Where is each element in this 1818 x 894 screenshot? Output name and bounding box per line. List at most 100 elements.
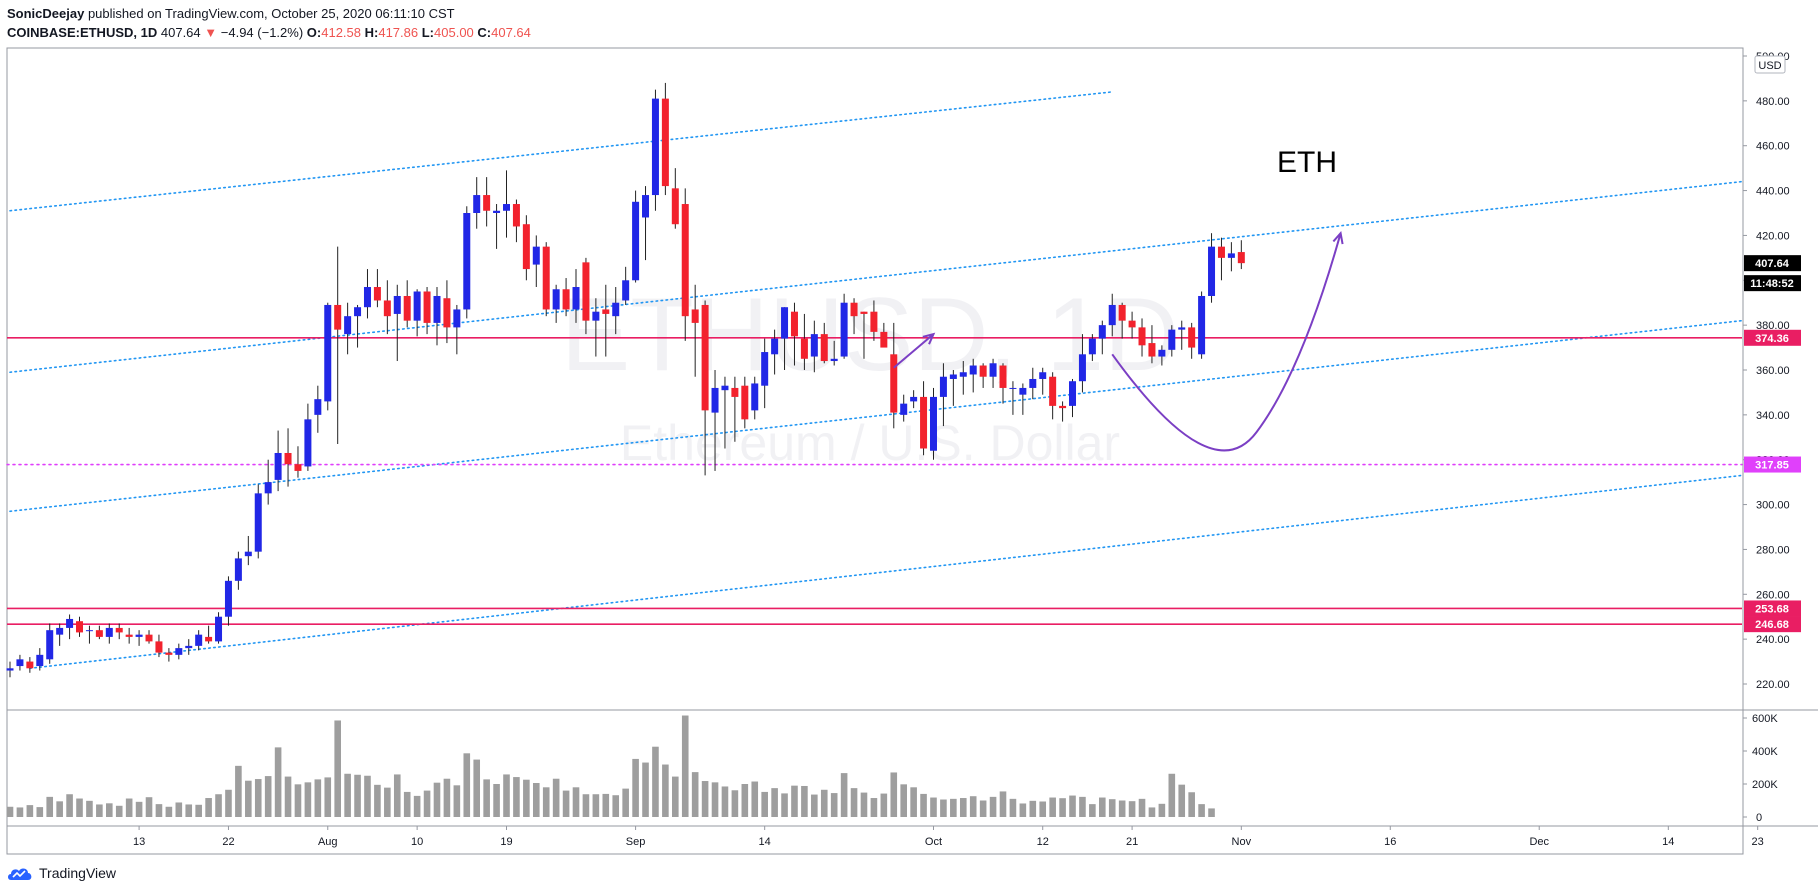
candle-up xyxy=(185,645,193,649)
volume-bar xyxy=(830,793,838,817)
price-tick-label: 240.00 xyxy=(1756,634,1790,646)
volume-bar xyxy=(681,715,689,817)
volume-bar xyxy=(334,720,341,817)
eth-annotation[interactable]: ETH xyxy=(1277,146,1337,179)
projection-arrows xyxy=(893,230,1344,452)
price-tick-label: 260.00 xyxy=(1756,589,1790,601)
volume-bar xyxy=(741,784,749,817)
candle-down xyxy=(1237,252,1245,264)
price-axis[interactable]: 500.00480.00460.00440.00420.00400.00380.… xyxy=(1743,51,1790,691)
candle-up xyxy=(900,403,908,415)
candle-up xyxy=(274,452,282,480)
price-label-box xyxy=(1744,329,1801,346)
volume-bar xyxy=(1019,803,1027,817)
candle-up xyxy=(175,648,183,655)
last-price: 407.64 xyxy=(160,25,201,40)
candle-down xyxy=(741,385,749,420)
volume-bar xyxy=(185,804,193,817)
volume-bar xyxy=(1188,792,1195,817)
candle-up xyxy=(46,630,54,660)
volume-bar xyxy=(1089,804,1096,817)
volume-bar xyxy=(1069,795,1076,817)
volume-tick-label: 400K xyxy=(1752,746,1778,758)
candle-down xyxy=(860,311,868,314)
candle-up xyxy=(642,195,650,218)
high-value: 417.86 xyxy=(378,25,419,40)
volume-bar xyxy=(254,779,262,817)
candle-down xyxy=(1188,327,1196,348)
volume-bar xyxy=(1208,808,1215,817)
candle-up xyxy=(105,627,113,637)
candle-up xyxy=(532,246,540,265)
tradingview-cloud-icon xyxy=(8,868,32,880)
candle-up xyxy=(959,372,967,377)
volume-bar xyxy=(1039,801,1047,817)
time-tick-label: 19 xyxy=(500,836,512,848)
volume-bar xyxy=(999,791,1007,817)
candle-up xyxy=(1198,295,1206,355)
volume-bar xyxy=(165,806,173,817)
price-tick-label: 460.00 xyxy=(1756,141,1790,153)
time-tick-label: Sep xyxy=(626,836,646,848)
time-tick-label: 14 xyxy=(759,836,771,848)
candle-up xyxy=(949,374,957,379)
volume-bar xyxy=(622,788,629,817)
candle-down xyxy=(1128,320,1136,328)
candle-up xyxy=(1158,349,1166,357)
candle-up xyxy=(761,352,769,386)
price-tick-label: 420.00 xyxy=(1756,230,1790,242)
author-name[interactable]: SonicDeejay xyxy=(7,6,85,21)
volume-bar xyxy=(1198,804,1205,817)
volume-bar xyxy=(890,772,898,817)
volume-bar xyxy=(413,795,421,817)
candle-down xyxy=(383,300,391,317)
candle-up xyxy=(304,419,312,467)
time-axis[interactable]: 13 22 Aug 10 19 Sep 14 Oct 12 21 Nov 16 Dec 14 23 xyxy=(133,826,1764,848)
candle-down xyxy=(701,304,709,411)
currency-label: USD xyxy=(1758,60,1781,72)
candle-up xyxy=(830,358,838,362)
candle-up xyxy=(493,210,501,213)
candle-down xyxy=(999,365,1007,388)
price-change: −4.94 (−1.2%) xyxy=(220,25,304,40)
price-label-box xyxy=(1744,600,1801,617)
candle-down xyxy=(790,311,798,337)
volume-bar xyxy=(433,782,441,817)
candle-up xyxy=(1029,378,1037,388)
volume-bar xyxy=(791,785,798,817)
volume-bar xyxy=(602,793,610,817)
volume-bar xyxy=(930,797,937,817)
candle-down xyxy=(294,464,302,471)
candle-up xyxy=(244,551,252,557)
price-label-box xyxy=(1744,275,1801,292)
volume-bar xyxy=(811,794,818,817)
candle-down xyxy=(403,295,411,321)
candle-down xyxy=(483,195,491,211)
price-tick-label: 340.00 xyxy=(1756,410,1790,422)
open-value: 412.58 xyxy=(321,25,361,40)
candle-down xyxy=(125,634,133,637)
volume-bar xyxy=(1128,801,1136,817)
projection-arrow xyxy=(1111,232,1342,452)
tradingview-logo[interactable]: TradingView xyxy=(7,862,116,884)
volume-bar xyxy=(959,798,967,817)
candle-up xyxy=(622,280,630,301)
price-tick-label: 380.00 xyxy=(1756,320,1790,332)
price-label-text: 407.64 xyxy=(1755,258,1790,270)
low-value: 405.00 xyxy=(434,25,474,40)
currency-badge[interactable]: USD xyxy=(1754,55,1786,74)
time-tick-label: 21 xyxy=(1126,836,1138,848)
candle-up xyxy=(254,493,262,552)
candle-down xyxy=(820,334,828,362)
volume-bar xyxy=(761,791,768,817)
volume-bar xyxy=(801,785,808,817)
projection-arrowhead xyxy=(1332,230,1344,245)
volume-bar xyxy=(215,794,222,817)
candle-up xyxy=(314,399,322,415)
candle-down xyxy=(562,289,570,310)
watermark-name: Ethereum / U.S. Dollar xyxy=(620,415,1120,471)
candle-down xyxy=(284,452,292,465)
volume-bar xyxy=(26,805,34,817)
volume-bar xyxy=(1029,800,1037,817)
